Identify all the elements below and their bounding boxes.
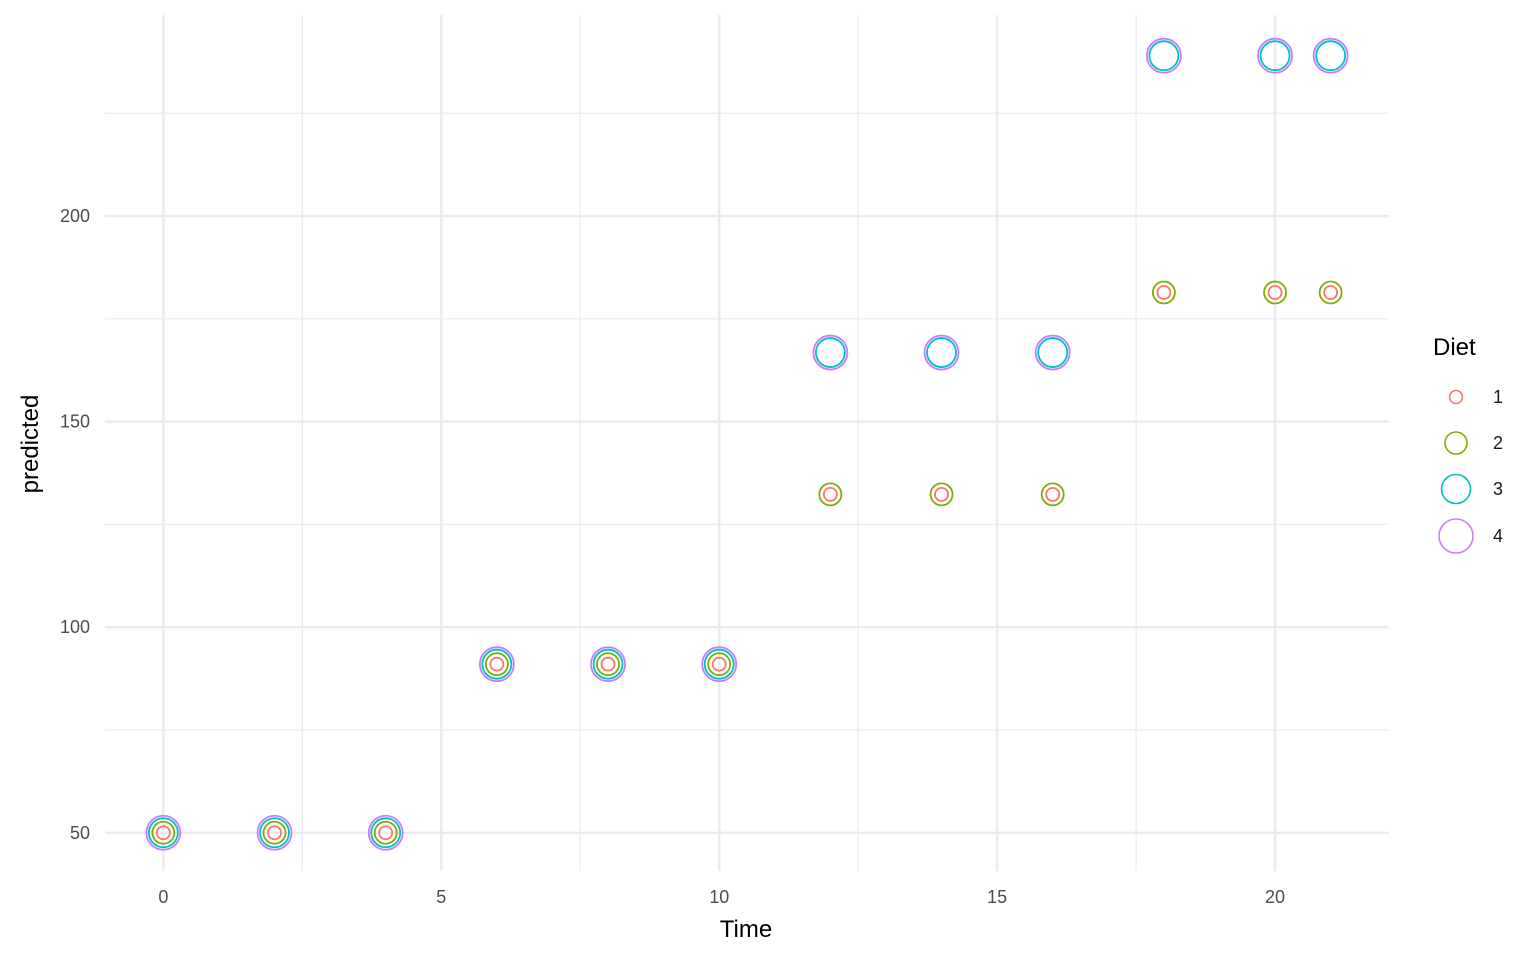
y-axis-ticks: 50 100 150 200 bbox=[60, 206, 90, 843]
data-point bbox=[592, 648, 624, 680]
data-point bbox=[151, 820, 176, 845]
data-point bbox=[1151, 280, 1176, 305]
data-point bbox=[256, 814, 293, 851]
data-point bbox=[934, 486, 949, 502]
grid bbox=[105, 15, 1389, 871]
data-point bbox=[812, 334, 849, 371]
y-tick-label: 50 bbox=[70, 823, 90, 843]
legend-item-diet-3: 3 bbox=[1440, 473, 1503, 505]
data-point bbox=[481, 648, 513, 680]
data-point bbox=[1145, 37, 1182, 74]
legend-key bbox=[1444, 431, 1468, 455]
data-point bbox=[1318, 280, 1343, 305]
data-point bbox=[489, 656, 505, 672]
data-point bbox=[707, 652, 732, 677]
data-point bbox=[370, 817, 402, 849]
data-point bbox=[1148, 40, 1180, 72]
x-tick-label: 15 bbox=[987, 887, 1007, 907]
series-diet-2 bbox=[151, 280, 1343, 845]
data-point bbox=[373, 820, 398, 845]
data-point bbox=[1315, 40, 1347, 72]
legend: Diet 1 2 3 4 bbox=[1433, 334, 1503, 554]
data-point bbox=[1312, 37, 1349, 74]
data-point bbox=[1034, 334, 1071, 371]
data-point bbox=[590, 646, 626, 683]
series-diet-3 bbox=[147, 40, 1347, 849]
y-tick-label: 200 bbox=[60, 206, 90, 226]
data-point bbox=[711, 656, 727, 672]
data-point bbox=[1263, 280, 1287, 305]
data-point bbox=[701, 646, 738, 683]
legend-key bbox=[1440, 473, 1472, 505]
x-tick-label: 20 bbox=[1265, 887, 1285, 907]
x-tick-label: 10 bbox=[709, 887, 729, 907]
data-point bbox=[1156, 285, 1172, 300]
data-point bbox=[1040, 482, 1065, 507]
x-axis-title: Time bbox=[720, 916, 772, 943]
data-point bbox=[484, 652, 509, 677]
series-diet-4 bbox=[145, 37, 1349, 851]
data-point bbox=[259, 817, 290, 849]
y-tick-label: 150 bbox=[60, 412, 90, 432]
x-axis-ticks: 0 5 10 15 20 bbox=[158, 887, 1285, 907]
data-point bbox=[147, 817, 179, 849]
x-tick-label: 5 bbox=[436, 887, 446, 907]
legend-item-diet-1: 1 bbox=[1448, 387, 1503, 407]
series-diet-1 bbox=[155, 285, 1339, 841]
data-point bbox=[926, 337, 957, 368]
legend-item-diet-4: 4 bbox=[1438, 518, 1503, 554]
y-axis-title: predicted bbox=[17, 395, 44, 494]
data-point bbox=[262, 820, 287, 845]
data-point bbox=[478, 646, 515, 683]
legend-label: 3 bbox=[1493, 479, 1503, 499]
legend-label: 2 bbox=[1493, 433, 1503, 453]
x-tick-label: 0 bbox=[158, 887, 168, 907]
data-point bbox=[378, 825, 394, 841]
legend-title: Diet bbox=[1433, 334, 1476, 361]
data-point bbox=[1257, 37, 1293, 74]
data-point bbox=[1259, 40, 1291, 72]
data-point bbox=[1267, 285, 1283, 300]
data-point bbox=[367, 814, 404, 851]
data-point bbox=[1045, 486, 1061, 502]
legend-items: 1 2 3 4 bbox=[1438, 387, 1503, 554]
data-point bbox=[822, 486, 838, 502]
data-point bbox=[145, 814, 182, 851]
data-point bbox=[929, 482, 954, 507]
legend-key bbox=[1448, 389, 1464, 405]
data-point bbox=[703, 648, 735, 680]
data-point bbox=[818, 482, 843, 507]
data-point bbox=[1323, 285, 1339, 300]
legend-item-diet-2: 2 bbox=[1444, 431, 1503, 455]
data-point bbox=[1037, 337, 1069, 368]
data-point bbox=[596, 652, 620, 677]
data-point bbox=[600, 656, 616, 672]
legend-label: 4 bbox=[1493, 526, 1503, 546]
legend-key bbox=[1438, 518, 1474, 554]
data-point bbox=[923, 334, 960, 371]
data-points bbox=[145, 37, 1349, 851]
y-tick-label: 100 bbox=[60, 617, 90, 637]
data-point bbox=[814, 337, 846, 368]
data-point bbox=[267, 825, 282, 841]
data-point bbox=[155, 825, 171, 841]
legend-label: 1 bbox=[1493, 387, 1503, 407]
